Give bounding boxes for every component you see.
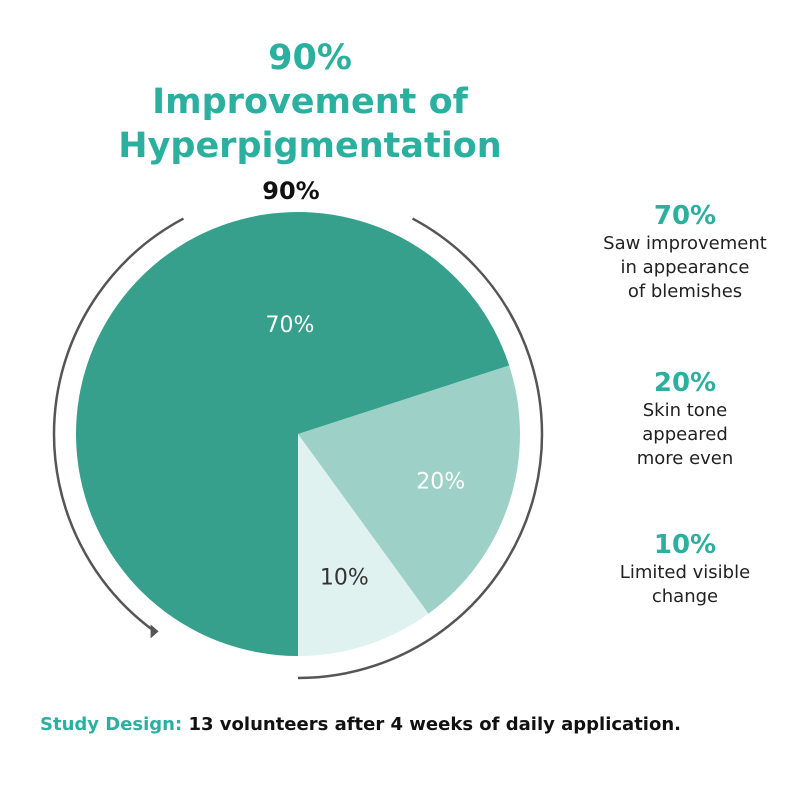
title-line-1: 90% <box>268 38 352 78</box>
slice-label-10: 10% <box>320 566 369 591</box>
pie-slice-20 <box>298 365 520 614</box>
legend-value: 10% <box>653 530 717 560</box>
indicator-arrow-head <box>150 624 159 639</box>
indicator-arc-right <box>297 217 544 680</box>
legend-item-10: 10% Limited visible change <box>560 529 800 609</box>
study-design-label: Study Design: <box>40 714 183 735</box>
legend-description: Limited visible change <box>619 562 751 607</box>
pie-slice-10 <box>298 434 429 656</box>
legend-value: 70% <box>653 201 717 231</box>
indicator-arc-label: 90% <box>262 177 319 205</box>
legend-value: 20% <box>653 368 717 398</box>
chart-title: 90% Improvement of Hyperpigmentation <box>60 36 560 168</box>
title-line-3: Hyperpigmentation <box>118 126 502 166</box>
legend-description: Skin tone appeared more even <box>636 400 734 469</box>
indicator-arc-left <box>52 217 185 633</box>
study-design-note: Study Design: 13 volunteers after 4 week… <box>40 714 681 735</box>
slice-label-20: 20% <box>416 469 465 494</box>
pie-slice-70 <box>75 212 510 656</box>
title-line-2: Improvement of <box>152 82 468 122</box>
slice-label-70: 70% <box>266 313 315 338</box>
legend-item-70: 70% Saw improvement in appearance of ble… <box>560 200 800 304</box>
legend-item-20: 20% Skin tone appeared more even <box>560 367 800 471</box>
legend-description: Saw improvement in appearance of blemish… <box>603 233 767 302</box>
study-design-text: 13 volunteers after 4 weeks of daily app… <box>188 714 681 735</box>
